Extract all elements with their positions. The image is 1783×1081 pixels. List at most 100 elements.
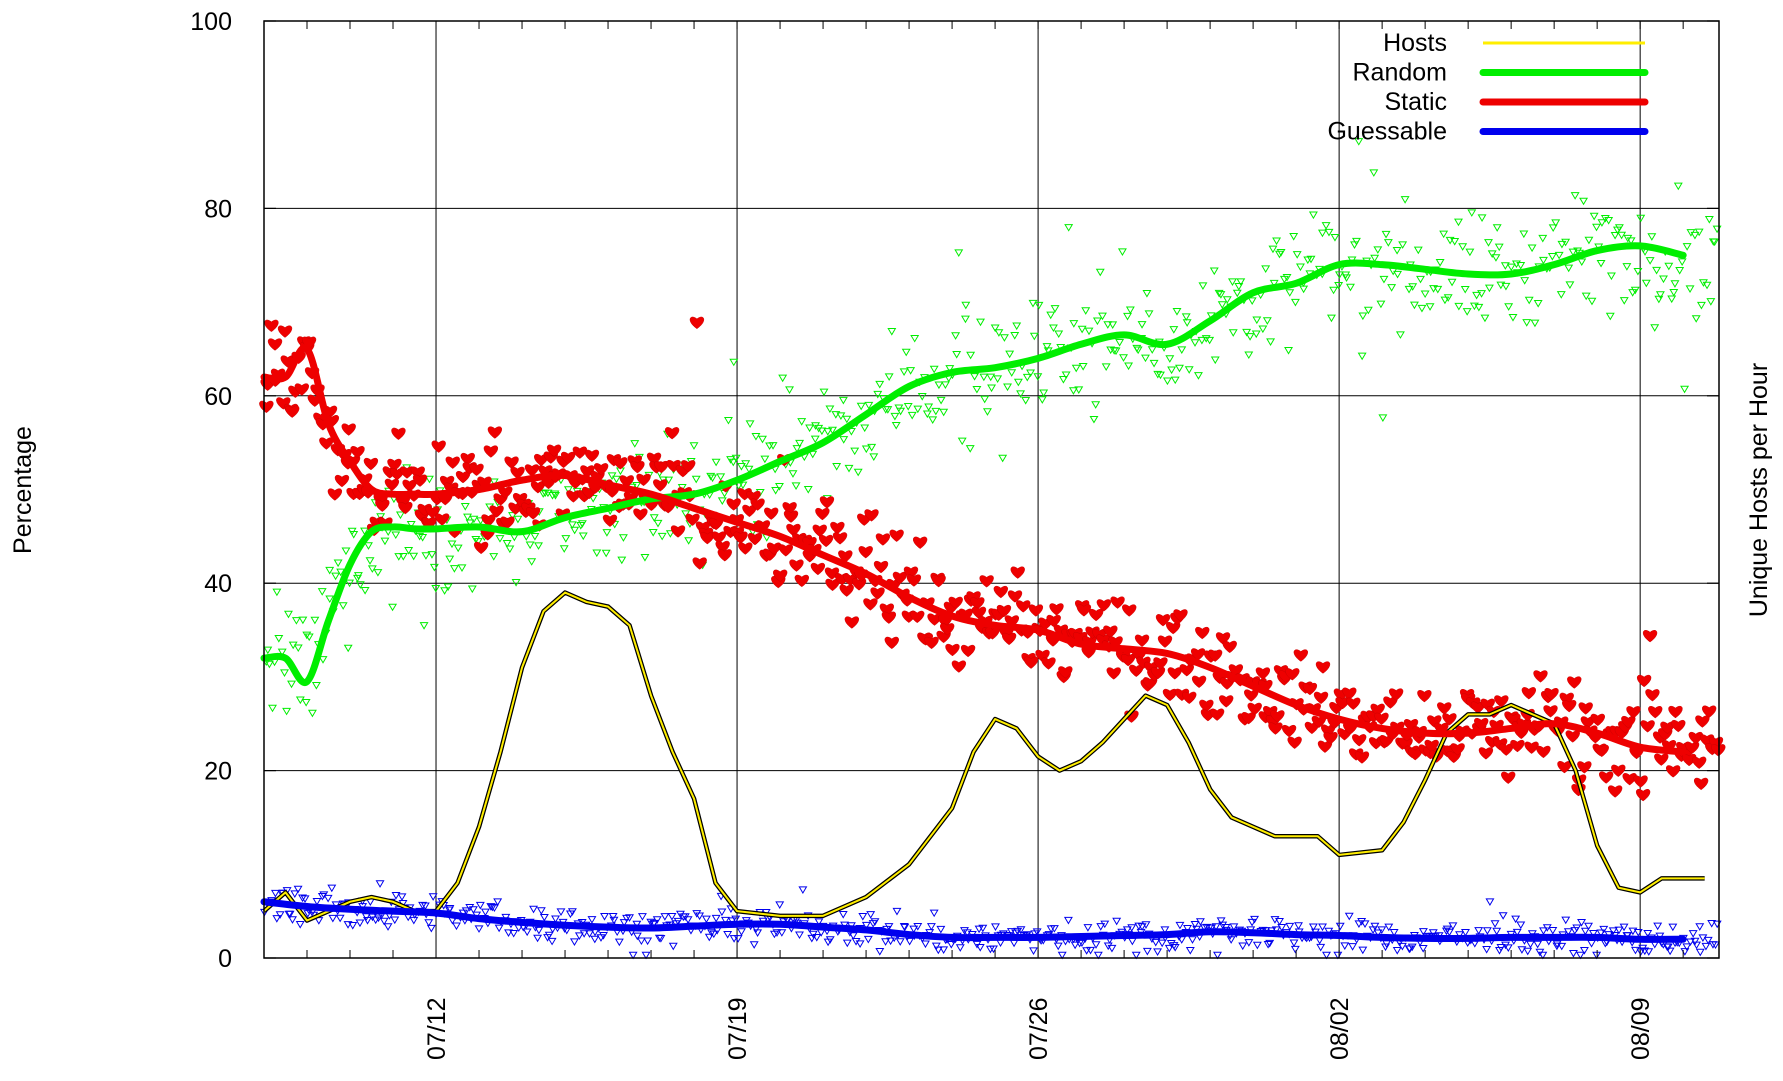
random-marker [1630,286,1640,295]
guessable-marker [539,913,549,922]
random-marker [419,622,429,630]
guessable-marker [1644,948,1654,956]
random-marker [1400,196,1410,204]
random-marker [906,367,916,375]
random-marker [832,463,842,471]
random-marker [1184,366,1194,374]
random-marker [380,537,390,546]
random-marker [1242,328,1252,337]
guessable-marker [861,921,871,930]
guessable-marker [1137,923,1147,931]
guessable-marker [487,903,497,912]
random-marker [1440,296,1450,305]
random-marker [736,462,746,471]
random-marker [657,532,667,541]
random-marker [1125,306,1135,315]
static-marker [733,531,748,544]
static-marker [1626,706,1641,719]
guessable-marker [475,901,485,910]
random-marker [473,538,483,546]
static-marker [1247,702,1262,716]
static-marker [794,574,809,588]
static-marker [810,562,825,576]
random-marker [1417,304,1427,313]
guessable-marker [652,916,662,924]
random-marker [310,616,320,625]
random-marker [1205,336,1215,345]
random-marker [723,416,733,425]
guessable-marker [328,914,338,923]
random-marker [1034,301,1044,310]
random-marker [1636,214,1646,223]
guessable-marker [489,904,499,913]
static-marker [267,338,283,351]
static-marker [1157,635,1173,648]
guessable-marker [1289,939,1299,948]
static-marker [1685,741,1700,754]
guessable-marker [1418,945,1428,953]
random-marker [1508,313,1518,322]
random-marker [1435,259,1445,267]
guessable-marker [536,907,546,915]
random-marker [1048,324,1058,333]
guessable-marker [1340,942,1350,950]
random-marker [1416,275,1425,284]
guessable-marker [936,925,946,934]
guessable-marker [1474,927,1484,935]
guessable-marker [1668,923,1678,932]
guessable-marker [1153,948,1163,957]
random-marker [611,475,621,484]
static-marker [1311,715,1326,728]
random-marker [1496,281,1506,290]
guessable-marker [1517,946,1527,954]
random-marker [1491,254,1501,262]
static-marker [1241,712,1256,725]
guessable-marker [1160,926,1170,934]
guessable-marker [355,919,365,928]
random-marker [1013,378,1023,387]
guessable-marker [641,951,651,960]
random-marker [1645,257,1655,265]
static-marker [858,546,873,559]
random-marker [922,410,932,419]
guessable-marker [1552,942,1562,951]
random-marker [1042,343,1052,351]
static-marker [653,479,668,492]
static-marker [1134,634,1150,647]
guessable-marker [1122,926,1132,934]
static-marker [873,560,889,574]
random-marker [489,478,499,487]
random-marker [711,458,721,467]
random-marker [427,551,437,559]
guessable-marker [636,937,646,946]
tick-labels: 0 20 40 60 80 100 07/12 07/19 07/26 08/02 08/09 [190,8,1655,1060]
static-marker [259,400,274,414]
random-marker [1579,197,1589,206]
random-marker [302,631,312,640]
random-marker [1556,291,1566,299]
guessable-marker [1049,925,1059,933]
guessable-marker [1580,927,1590,936]
static-marker [996,604,1012,618]
static-marker [1417,690,1432,703]
guessable-marker [711,914,721,923]
guessable-marker [1166,939,1176,948]
guessable-marker [1275,918,1284,926]
guessable-marker [1384,923,1394,932]
guessable-marker [319,891,329,899]
random-marker [653,519,663,528]
random-marker [831,411,841,419]
static-marker [1637,674,1652,688]
random-marker [360,587,370,595]
random-marker [936,396,946,405]
random-marker [1600,214,1610,223]
guessable-marker [737,928,746,936]
random-marker [1101,363,1111,371]
guessable-marker [863,935,873,944]
static-marker [1210,708,1225,721]
random-marker [525,541,535,550]
random-marker [873,390,883,399]
guessable-marker [1563,928,1573,936]
static-marker [398,501,413,515]
static-marker [630,461,645,474]
